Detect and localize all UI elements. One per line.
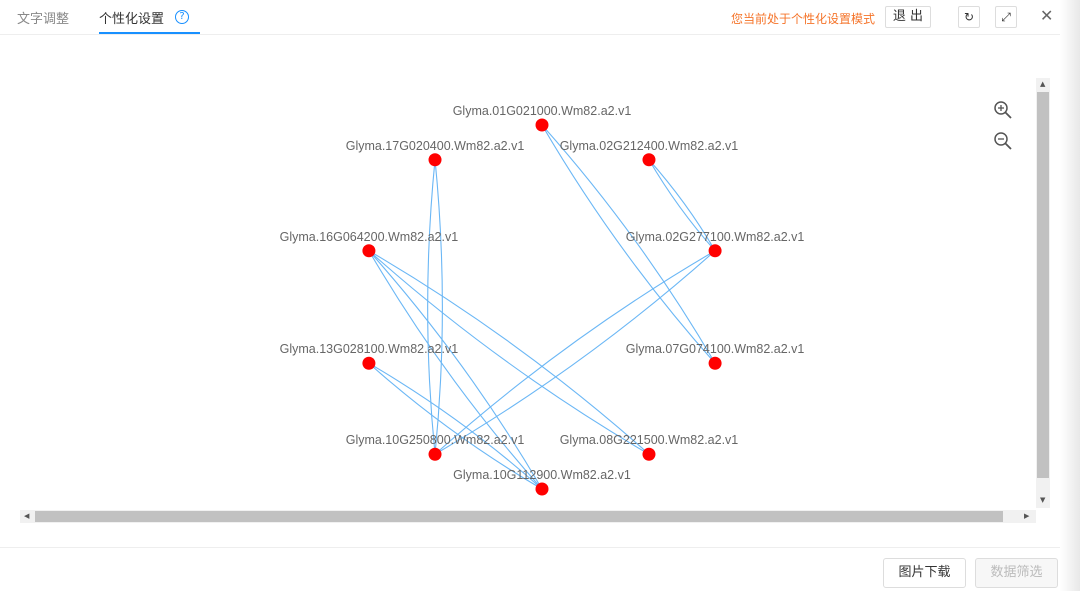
graph-edge [427,159,436,455]
graph-edge [648,159,716,252]
graph-edge [368,250,543,490]
data-filter-button: 数据筛选 [975,558,1058,588]
graph-edge [368,250,650,455]
fullscreen-icon[interactable]: ⤢ [995,6,1017,28]
node-label: Glyma.10G112900.Wm82.a2.v1 [453,468,631,482]
graph-edge [541,124,716,364]
graph-node[interactable] [362,356,376,370]
window-edge [1060,0,1080,591]
graph-edge [434,250,716,455]
tab-text-adjust[interactable]: 文字调整 [17,12,70,27]
exit-button[interactable]: 退 出 [885,6,931,28]
vertical-scroll-thumb[interactable] [1037,92,1049,478]
network-graph[interactable]: Glyma.01G021000.Wm82.a2.v1 Glyma.02G21240… [20,76,1051,524]
node-label: Glyma.16G064200.Wm82.a2.v1 [280,230,459,244]
node-label: Glyma.07G074100.Wm82.a2.v1 [626,342,805,356]
node-label: Glyma.08G221500.Wm82.a2.v1 [560,433,739,447]
active-tab-indicator [99,32,200,34]
node-label: Glyma.10G250800.Wm82.a2.v1 [346,433,525,447]
divider [0,34,1080,35]
refresh-icon[interactable]: ↻ [958,6,980,28]
divider [0,547,1080,548]
close-icon[interactable]: ✕ [1040,6,1054,25]
graph-node[interactable] [535,482,549,496]
horizontal-scroll-thumb[interactable] [35,511,1003,522]
graph-node[interactable] [642,447,656,461]
graph-edge [434,250,716,455]
graph-node[interactable] [708,244,722,258]
graph-edge [434,159,443,455]
scroll-down-arrow[interactable]: ▼ [1040,496,1046,504]
graph-edge [648,159,716,252]
graph-node[interactable] [708,356,722,370]
node-label: Glyma.02G277100.Wm82.a2.v1 [626,230,805,244]
graph-node[interactable] [428,447,442,461]
scroll-up-arrow[interactable]: ▲ [1040,80,1046,88]
node-label: Glyma.17G020400.Wm82.a2.v1 [346,139,525,153]
question-circle-icon[interactable]: ? [175,10,189,24]
node-label: Glyma.02G212400.Wm82.a2.v1 [560,139,739,153]
download-image-button[interactable]: 图片下载 [883,558,966,588]
zoom-in-icon[interactable] [993,100,1013,120]
scroll-left-arrow[interactable]: ◀ [24,512,30,520]
graph-node[interactable] [362,244,376,258]
mode-status-text: 您当前处于个性化设置模式 [731,12,876,26]
scroll-right-arrow[interactable]: ▶ [1024,512,1030,520]
node-label: Glyma.13G028100.Wm82.a2.v1 [280,342,459,356]
graph-node[interactable] [642,153,656,167]
graph-edge [368,362,543,490]
graph-node[interactable] [428,153,442,167]
graph-edge [368,250,543,490]
zoom-out-icon[interactable] [993,131,1013,151]
graph-edge [541,124,716,364]
node-label: Glyma.01G021000.Wm82.a2.v1 [453,104,632,118]
graph-edge [368,362,543,490]
graph-edge [368,250,650,455]
tab-personalize[interactable]: 个性化设置 [99,12,165,27]
graph-node[interactable] [535,118,549,132]
